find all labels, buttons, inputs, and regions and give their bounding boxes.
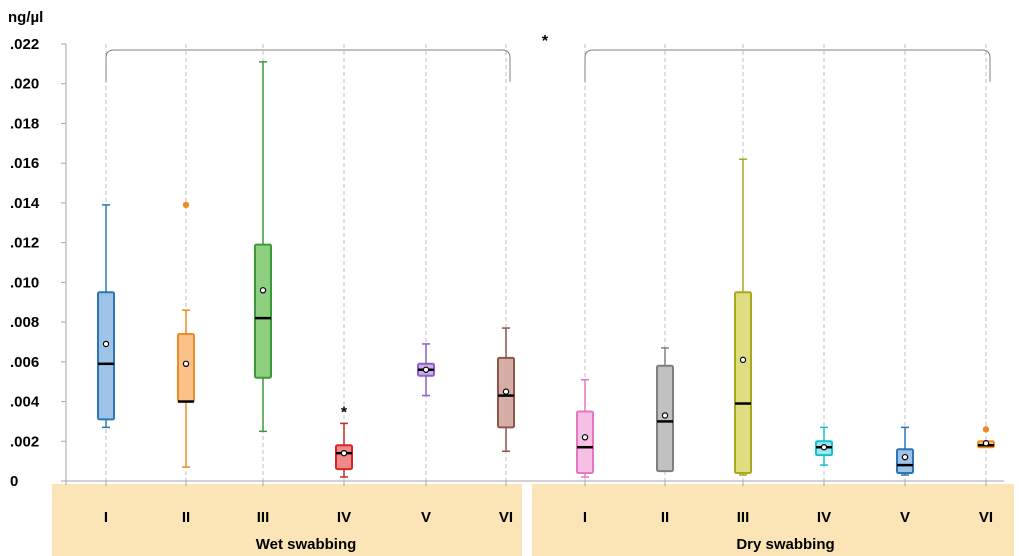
y-tick-label: .018	[10, 115, 39, 132]
outlier-point	[982, 426, 990, 433]
mean-marker	[259, 287, 267, 294]
significance-marker: *	[341, 404, 348, 421]
axis-labels: 0 .002 .004 .006 .008 .010 .012 .014 .016 .018 .02…	[10, 36, 993, 553]
category-label: III	[257, 509, 270, 526]
y-tick-label: .012	[10, 235, 39, 252]
mean-marker	[182, 360, 190, 368]
box-wet-swabbing-v	[417, 343, 435, 397]
mean-marker	[502, 388, 510, 395]
box-wet-swabbing-vi	[497, 327, 515, 452]
y-tick-label: .004	[10, 394, 40, 411]
iqr-box	[254, 243, 272, 379]
y-tick-label: .016	[10, 155, 39, 172]
y-tick-label: .020	[10, 76, 39, 93]
outlier-point	[182, 201, 190, 209]
iqr-box	[896, 448, 914, 475]
category-label: V	[421, 509, 431, 526]
category-label: III	[737, 509, 750, 526]
y-tick-label: .022	[10, 36, 39, 53]
mean-marker	[581, 434, 589, 441]
category-label: I	[583, 509, 587, 526]
iqr-box	[576, 410, 594, 475]
y-tick-label: .014	[10, 195, 40, 212]
significance-brackets: *	[105, 33, 991, 82]
category-label: IV	[817, 509, 831, 526]
box-wet-swabbing-iii	[254, 61, 272, 433]
mean-marker	[820, 444, 828, 451]
y-tick-label: .010	[10, 274, 39, 291]
box-wet-swabbing-i	[97, 204, 115, 429]
group-bracket	[584, 49, 991, 82]
box-dry-swabbing-vi	[977, 426, 995, 449]
iqr-box	[97, 291, 115, 421]
box-wet-swabbing-iv: *	[335, 404, 353, 478]
mean-marker	[102, 340, 110, 348]
y-tick-label: 0	[10, 473, 18, 490]
category-label: V	[900, 509, 910, 526]
group-band-2	[532, 484, 1014, 556]
category-label: II	[182, 509, 190, 526]
mean-marker	[739, 356, 747, 364]
category-label: VI	[979, 509, 993, 526]
y-tick-label: .008	[10, 314, 39, 331]
group-label: Wet swabbing	[256, 536, 357, 553]
iqr-box	[734, 291, 752, 475]
group-bracket	[105, 49, 511, 82]
category-label: IV	[337, 509, 351, 526]
iqr-box	[177, 333, 195, 403]
category-label: II	[661, 509, 669, 526]
y-tick-label: .002	[10, 433, 39, 450]
group-significance-marker: *	[542, 33, 549, 50]
mean-marker	[340, 449, 348, 457]
box-dry-swabbing-v	[896, 426, 914, 476]
y-tick-label: .006	[10, 354, 39, 371]
box-dry-swabbing-ii	[656, 347, 674, 473]
category-label: VI	[499, 509, 513, 526]
box-series: *	[97, 61, 995, 478]
box-dry-swabbing-iii	[734, 158, 752, 476]
box-wet-swabbing-ii	[177, 201, 195, 468]
category-bands	[52, 484, 1014, 556]
y-axis-label: ng/µl	[8, 9, 43, 26]
box-dry-swabbing-i	[576, 378, 594, 478]
group-label: Dry swabbing	[736, 536, 834, 553]
mean-marker	[982, 440, 990, 447]
category-label: I	[104, 509, 108, 526]
box-dry-swabbing-iv	[815, 426, 833, 466]
iqr-box	[335, 444, 353, 471]
axes	[61, 43, 1004, 486]
mean-marker	[661, 412, 669, 419]
mean-marker	[901, 453, 909, 461]
grid-lines	[105, 44, 987, 481]
mean-marker	[422, 366, 430, 373]
group-band-1	[52, 484, 522, 556]
